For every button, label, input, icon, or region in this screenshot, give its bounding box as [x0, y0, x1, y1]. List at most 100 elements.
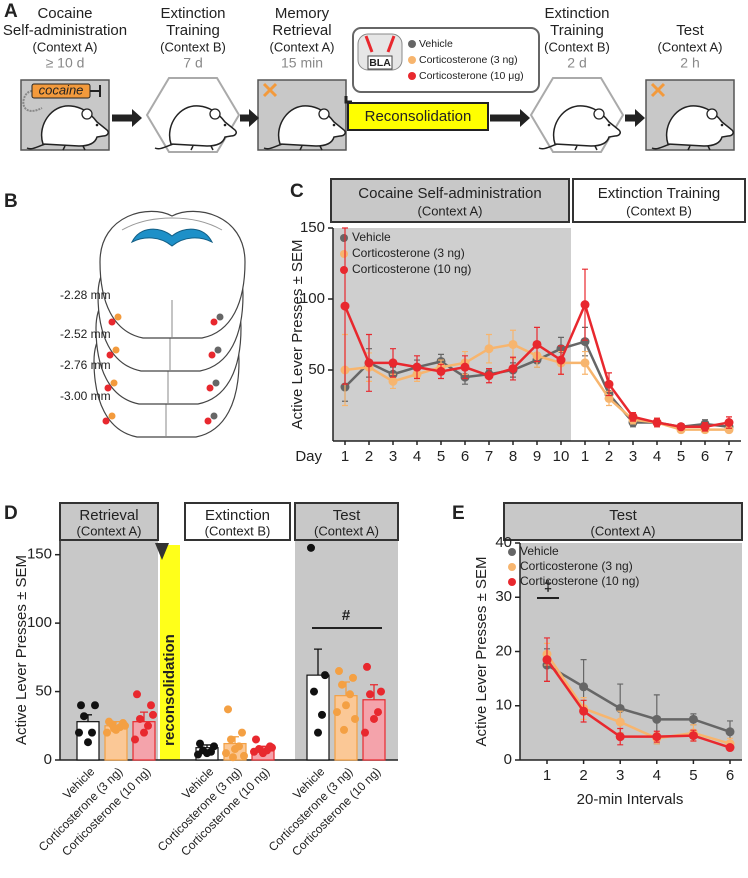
rat-eye	[332, 123, 336, 127]
data-point	[652, 714, 662, 724]
individual-point	[374, 708, 382, 717]
rat-ear	[593, 108, 605, 120]
panel-letter: C	[290, 181, 304, 202]
panel-letter: A	[4, 1, 18, 22]
data-point	[532, 339, 542, 349]
y-tick-label: 0	[44, 751, 52, 768]
data-point	[725, 727, 735, 737]
rat-ear	[209, 108, 221, 120]
rat-icon	[263, 105, 346, 151]
data-point	[580, 358, 590, 368]
y-axis-label: Active Lever Presses ± SEM	[289, 240, 306, 430]
y-tick-label: 100	[27, 614, 52, 631]
x-tick-label: 5	[689, 767, 697, 784]
x-tick-label: 4	[653, 448, 661, 465]
individual-point	[131, 735, 139, 744]
individual-point	[340, 725, 348, 734]
x-tick-label: 5	[437, 448, 445, 465]
x-tick-label: 1	[581, 448, 589, 465]
significance-mark: ‡	[544, 578, 552, 595]
data-point	[388, 358, 398, 368]
arrow-head	[249, 109, 259, 127]
arrow-head	[520, 109, 530, 127]
no-lever-cross	[262, 82, 278, 98]
individual-point	[77, 701, 85, 710]
individual-point	[377, 687, 385, 696]
step-duration: 7 d	[183, 55, 202, 71]
phase-subtitle: (Context B)	[626, 203, 692, 218]
reconsolidation-label: Reconsolidation	[365, 108, 472, 125]
legend-dot	[340, 250, 348, 258]
section-subtitle: (Context A)	[76, 523, 141, 538]
x-tick-label: 4	[413, 448, 421, 465]
y-axis-label: Active Lever Presses ± SEM	[473, 557, 490, 747]
data-point	[436, 366, 446, 376]
x-tick-label: 6	[701, 448, 709, 465]
panel-letter: B	[4, 191, 18, 212]
y-tick-label: 40	[495, 534, 512, 551]
level-label: -2.28 mm	[60, 288, 111, 302]
individual-point	[363, 662, 371, 671]
step-title: (Context A)	[32, 39, 97, 54]
data-point	[688, 714, 698, 724]
individual-point	[229, 753, 237, 762]
individual-point	[351, 714, 359, 723]
legend-dot	[340, 234, 348, 242]
placement-dot	[212, 379, 220, 387]
individual-point	[240, 751, 248, 760]
individual-point	[203, 749, 211, 758]
rat-icon	[26, 105, 109, 151]
rat-tail	[538, 143, 558, 150]
y-tick-label: 20	[495, 642, 512, 659]
x-axis-label: 20-min Intervals	[577, 791, 684, 808]
rat-icon	[154, 105, 237, 151]
step-title: (Context A)	[657, 39, 722, 54]
data-point	[604, 379, 614, 389]
panel-letter: D	[4, 503, 18, 524]
level-label: -2.52 mm	[60, 327, 111, 341]
individual-point	[80, 712, 88, 721]
section-header	[294, 502, 399, 541]
individual-point	[338, 680, 346, 689]
individual-point	[231, 745, 239, 754]
legend-dot	[408, 56, 416, 64]
cortex-line	[121, 217, 223, 231]
rat-leg	[62, 145, 86, 151]
step-title: Retrieval	[272, 22, 331, 39]
x-tick-label: 7	[725, 448, 733, 465]
rat-tail	[26, 143, 46, 150]
data-point	[508, 339, 518, 349]
phase-title: Cocaine Self-administration	[358, 185, 541, 202]
drug-label: cocaine	[39, 82, 84, 97]
legend-label: Vehicle	[520, 544, 559, 558]
individual-point	[136, 714, 144, 723]
legend-label: Vehicle	[352, 230, 391, 244]
individual-point	[88, 728, 96, 737]
data-point	[724, 425, 734, 435]
reconsolidation-box	[347, 102, 489, 131]
rat-ear	[81, 108, 93, 120]
data-point	[580, 300, 590, 310]
step-title: (Context B)	[544, 39, 610, 54]
series-line	[546, 663, 731, 733]
step-title: Cocaine	[37, 5, 92, 22]
placement-dot	[214, 346, 222, 354]
placement-dot	[112, 346, 120, 354]
brain-section	[99, 210, 246, 339]
individual-point	[133, 690, 141, 699]
placement-dot	[110, 379, 118, 387]
data-point	[508, 364, 518, 374]
placement-dot	[210, 412, 218, 420]
y-tick-label: 0	[504, 751, 512, 768]
section-title: Extinction	[205, 507, 270, 524]
rat-ear	[706, 108, 718, 120]
individual-point	[224, 705, 232, 714]
step-duration: 2 d	[567, 55, 586, 71]
legend-dot	[508, 563, 516, 571]
placement-dot	[114, 313, 122, 321]
y-tick-label: 150	[300, 219, 325, 236]
placement-dot	[104, 384, 112, 392]
phase-title: Extinction Training	[598, 185, 721, 202]
legend-label: Corticosterone (3 ng)	[352, 246, 465, 260]
